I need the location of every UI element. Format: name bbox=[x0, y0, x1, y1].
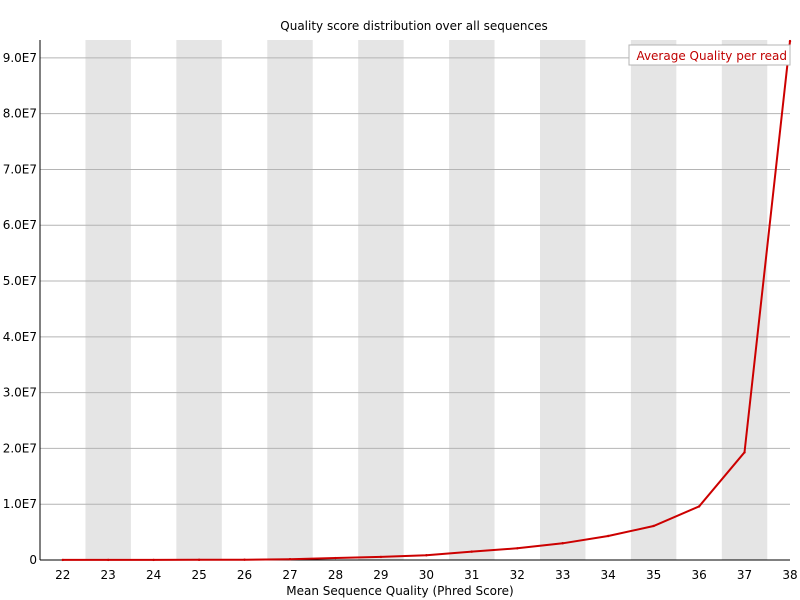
x-tick-label: 28 bbox=[328, 568, 343, 582]
y-tick-label: 9.0E7 bbox=[3, 51, 37, 65]
band-27 bbox=[267, 40, 313, 560]
data-point-29 bbox=[379, 555, 383, 559]
x-tick-label: 33 bbox=[555, 568, 570, 582]
data-point-25 bbox=[197, 558, 201, 562]
x-tick-label: 38 bbox=[782, 568, 797, 582]
data-point-32 bbox=[516, 547, 519, 550]
y-tick-label: 2.0E7 bbox=[3, 441, 37, 455]
x-tick-label: 37 bbox=[737, 568, 752, 582]
data-point-30 bbox=[425, 554, 428, 557]
series-points bbox=[61, 39, 792, 562]
y-tick-label: 3.0E7 bbox=[3, 386, 37, 400]
band-23 bbox=[85, 40, 131, 560]
data-point-35 bbox=[652, 524, 655, 528]
y-tick-label: 7.0E7 bbox=[3, 162, 37, 176]
x-tick-label: 29 bbox=[373, 568, 388, 582]
data-point-27 bbox=[288, 557, 292, 561]
data-point-37 bbox=[743, 451, 746, 454]
legend-box bbox=[628, 44, 791, 66]
legend: Average Quality per read bbox=[628, 44, 791, 66]
x-tick-label: 31 bbox=[464, 568, 479, 582]
series-line bbox=[62, 40, 791, 561]
data-point-38 bbox=[788, 39, 792, 43]
data-point-26 bbox=[243, 558, 246, 561]
x-tick-label: 27 bbox=[282, 568, 297, 582]
band-37 bbox=[721, 40, 768, 560]
data-point-31 bbox=[470, 550, 474, 553]
band-25 bbox=[176, 40, 222, 560]
y-tick-label: 1.0E7 bbox=[3, 497, 37, 511]
x-tick-label: 25 bbox=[191, 568, 206, 582]
x-tick-label: 36 bbox=[691, 568, 706, 582]
chart-title: Quality score distribution over all sequ… bbox=[280, 19, 547, 33]
data-point-34 bbox=[606, 534, 610, 538]
x-tick-label: 35 bbox=[646, 568, 661, 582]
y-axis-ticks: 0 1.0E7 2.0E7 3.0E7 4.0E7 5.0E7 6.0E7 7.0E7 8.0E… bbox=[3, 51, 37, 567]
y-tick-label: 6.0E7 bbox=[3, 218, 37, 232]
x-tick-label: 22 bbox=[55, 568, 70, 582]
data-point-36 bbox=[697, 505, 701, 508]
x-tick-label: 26 bbox=[237, 568, 252, 582]
y-tick-label: 5.0E7 bbox=[3, 274, 37, 288]
data-point-24 bbox=[152, 558, 155, 562]
band-29 bbox=[358, 40, 404, 560]
x-tick-label: 32 bbox=[510, 568, 525, 582]
y-tick-label: 0 bbox=[29, 553, 37, 567]
band-31 bbox=[449, 40, 495, 560]
x-tick-label: 24 bbox=[146, 568, 161, 582]
data-point-33 bbox=[561, 542, 564, 545]
x-tick-label: 23 bbox=[101, 568, 116, 582]
background-bands bbox=[85, 40, 768, 560]
x-tick-label: 34 bbox=[601, 568, 616, 582]
data-point-28 bbox=[334, 556, 337, 560]
y-tick-label: 4.0E7 bbox=[3, 330, 37, 344]
data-point-23 bbox=[106, 558, 110, 562]
x-tick-label: 30 bbox=[419, 568, 434, 582]
x-axis-ticks: 22 23 24 25 26 27 28 29 30 31 32 33 34 35 36 37 38 bbox=[55, 568, 798, 582]
data-point-22 bbox=[61, 558, 64, 562]
gridlines bbox=[40, 57, 790, 505]
band-33 bbox=[540, 40, 586, 560]
x-axis-title: Mean Sequence Quality (Phred Score) bbox=[286, 584, 514, 598]
band-35 bbox=[630, 40, 677, 560]
y-tick-label: 8.0E7 bbox=[3, 107, 37, 121]
legend-entry: Average Quality per read bbox=[636, 49, 787, 63]
